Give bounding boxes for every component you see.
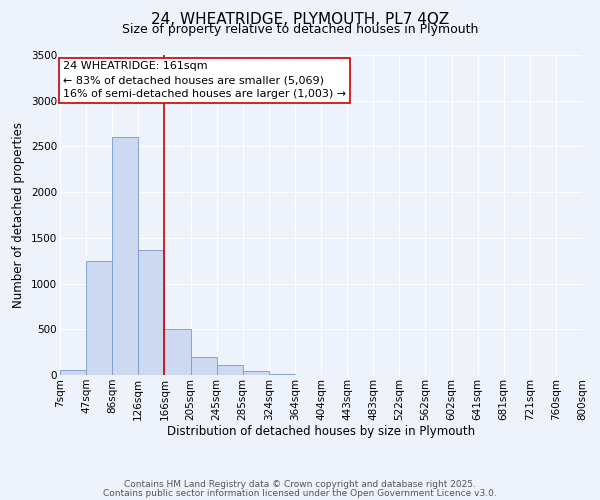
Bar [217, 365, 243, 375]
Bar [164, 329, 191, 375]
Bar [60, 370, 86, 375]
Bar [191, 356, 217, 375]
Bar [243, 372, 269, 375]
Text: Size of property relative to detached houses in Plymouth: Size of property relative to detached ho… [122, 22, 478, 36]
Bar [86, 260, 112, 375]
Text: 24 WHEATRIDGE: 161sqm
← 83% of detached houses are smaller (5,069)
16% of semi-d: 24 WHEATRIDGE: 161sqm ← 83% of detached … [62, 62, 346, 100]
X-axis label: Distribution of detached houses by size in Plymouth: Distribution of detached houses by size … [167, 426, 475, 438]
Bar [112, 138, 139, 375]
Bar [269, 374, 295, 375]
Text: Contains public sector information licensed under the Open Government Licence v3: Contains public sector information licen… [103, 488, 497, 498]
Y-axis label: Number of detached properties: Number of detached properties [13, 122, 25, 308]
Bar [139, 250, 164, 375]
Text: 24, WHEATRIDGE, PLYMOUTH, PL7 4QZ: 24, WHEATRIDGE, PLYMOUTH, PL7 4QZ [151, 12, 449, 28]
Text: Contains HM Land Registry data © Crown copyright and database right 2025.: Contains HM Land Registry data © Crown c… [124, 480, 476, 489]
